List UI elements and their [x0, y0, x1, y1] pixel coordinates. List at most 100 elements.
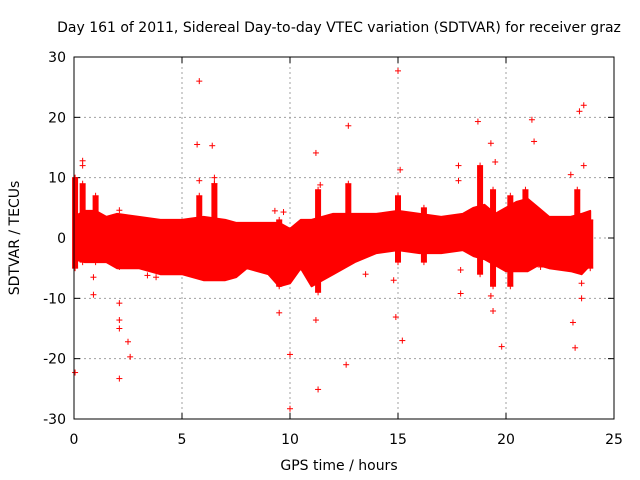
sdtvar-point: [567, 171, 574, 178]
sdtvar-point: [127, 353, 134, 360]
sdtvar-spike-tip: [72, 174, 79, 181]
sdtvar-point: [315, 386, 322, 393]
sdtvar-spike-tip: [574, 186, 581, 193]
sdtvar-spike-tip: [79, 180, 86, 187]
sdtvar-spike-tip: [315, 289, 322, 296]
sdtvar-spike-tip: [420, 259, 427, 266]
sdtvar-spike-tip: [522, 186, 529, 193]
sdtvar-point: [457, 266, 464, 273]
sdtvar-spike-tip: [72, 265, 79, 272]
sdtvar-point: [72, 369, 79, 376]
sdtvar-point: [569, 319, 576, 326]
sdtvar-spike-tip: [507, 192, 514, 199]
sdtvar-spike-tip: [574, 265, 581, 272]
y-tick-label: 0: [57, 231, 66, 247]
y-tick-label: -20: [43, 352, 66, 368]
sdtvar-spike-tip: [79, 259, 86, 266]
y-tick-label: 20: [48, 110, 66, 126]
sdtvar-point: [276, 309, 283, 316]
sdtvar-point: [116, 207, 123, 214]
y-axis-label: SDTVAR / TECUs: [7, 181, 23, 296]
x-tick-label: 5: [178, 432, 187, 448]
y-tick-labels: -30 -20 -10 0 10 20 30: [43, 50, 66, 428]
sdtvar-point: [395, 67, 401, 74]
sdtvar-spike-tip: [211, 271, 218, 278]
sdtvar-point: [194, 141, 201, 148]
sdtvar-spike-tip: [477, 271, 484, 278]
sdtvar-spike-tip: [420, 204, 427, 211]
sdtvar-spike-tip: [276, 283, 283, 290]
sdtvar-point: [580, 162, 587, 169]
chart-title: Day 161 of 2011, Sidereal Day-to-day VTE…: [57, 20, 621, 36]
sdtvar-spike-tip: [522, 265, 529, 272]
sdtvar-point: [455, 177, 462, 184]
x-tick-labels: 0 5 10 15 20 25: [70, 432, 623, 448]
sdtvar-spike-tip: [345, 180, 352, 187]
sdtvar-point: [125, 338, 131, 345]
sdtvar-point: [280, 209, 287, 216]
x-tick-label: 20: [497, 432, 515, 448]
sdtvar-spike-tip: [395, 192, 401, 199]
sdtvar-spike-tip: [395, 259, 401, 266]
sdtvar-point: [362, 271, 369, 278]
sdtvar-point: [578, 295, 585, 302]
sdtvar-point: [537, 263, 544, 270]
x-tick-label: 25: [605, 432, 623, 448]
y-tick-label: 10: [48, 171, 66, 187]
sdtvar-point: [144, 272, 151, 279]
sdtvar-point: [343, 361, 350, 368]
sdtvar-point: [487, 292, 494, 299]
y-tick-label: -10: [43, 291, 66, 307]
sdtvar-series: [72, 67, 594, 412]
sdtvar-point: [578, 280, 585, 287]
x-axis-label: GPS time / hours: [280, 458, 397, 474]
sdtvar-point: [572, 344, 579, 351]
sdtvar-spike-tip: [587, 265, 594, 272]
sdtvar-spike-tip: [477, 162, 484, 169]
sdtvar-point: [345, 122, 352, 129]
sdtvar-point: [492, 158, 499, 165]
sdtvar-point: [576, 108, 583, 115]
sdtvar-point: [196, 78, 203, 85]
sdtvar-point: [531, 138, 538, 145]
sdtvar-spike-tip: [92, 192, 99, 199]
sdtvar-point: [116, 263, 123, 270]
sdtvar-spike-tip: [490, 283, 497, 290]
plot-frame: [73, 56, 615, 420]
sdtvar-point: [211, 174, 218, 181]
sdtvar-point: [287, 405, 293, 412]
sdtvar-point: [455, 162, 462, 169]
sdtvar-point: [312, 317, 319, 324]
sdtvar-point: [490, 308, 497, 315]
x-tick-label: 0: [70, 432, 79, 448]
sdtvar-point: [498, 343, 505, 350]
sdtvar-point: [209, 142, 216, 149]
sdtvar-spike-tip: [196, 192, 203, 199]
sdtvar-point: [474, 118, 481, 125]
sdtvar-point: [79, 162, 86, 169]
sdtvar-spike-tip: [92, 259, 99, 266]
sdtvar-point: [287, 351, 293, 358]
sdtvar-spike-tip: [490, 186, 497, 193]
sdtvar-point: [116, 325, 123, 332]
sdtvar-point: [528, 116, 535, 123]
sdtvar-point: [116, 317, 123, 324]
x-tick-label: 15: [389, 432, 407, 448]
sdtvar-spike-tip: [196, 271, 203, 278]
sdtvar-point: [397, 166, 404, 173]
sdtvar-point: [487, 140, 494, 147]
sdtvar-point: [457, 290, 464, 297]
sdtvar-point: [271, 207, 278, 214]
sdtvar-spike-tip: [587, 216, 594, 223]
sdtvar-point: [399, 337, 406, 344]
sdtvar-point: [90, 274, 97, 281]
sdtvar-point: [392, 314, 399, 321]
sdtvar-point: [390, 277, 397, 284]
sdtvar-point: [479, 256, 486, 263]
sdtvar-point: [196, 177, 203, 184]
y-tick-label: 30: [48, 50, 66, 66]
sdtvar-point: [312, 149, 319, 156]
sdtvar-point: [580, 102, 587, 109]
x-tick-label: 10: [281, 432, 299, 448]
